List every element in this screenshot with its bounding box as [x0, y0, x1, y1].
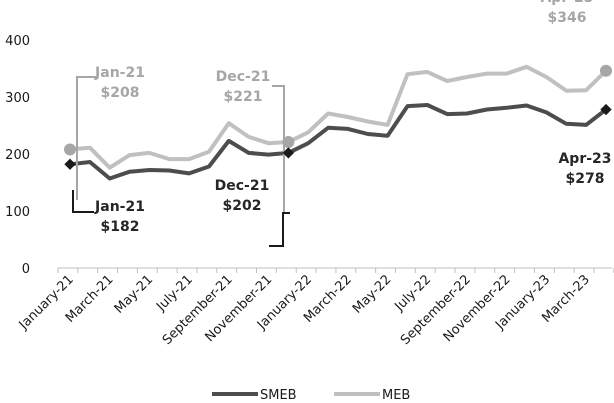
annotation-value: $221 — [224, 89, 263, 105]
series-line-meb — [68, 64, 608, 170]
annotation-date: Dec-21 — [215, 178, 270, 194]
annotation-marker — [282, 136, 295, 149]
x-tick-label: January-21 — [16, 272, 77, 333]
annotation-date: Apr-23 — [540, 0, 593, 6]
x-axis: January-21March-21May-21July-21September… — [16, 267, 614, 348]
annotation-value: $208 — [101, 85, 140, 101]
annotation-leader — [76, 76, 98, 200]
annotation-value: $346 — [548, 10, 587, 26]
annotation-date: Dec-21 — [216, 69, 271, 85]
legend: SMEB MEB — [212, 388, 410, 403]
annotation-value: $278 — [566, 171, 605, 187]
y-tick-label: 300 — [5, 91, 30, 106]
y-axis: 0 100 200 300 400 — [5, 34, 30, 277]
y-tick-label: 200 — [5, 148, 30, 163]
legend-label-smeb: SMEB — [260, 388, 297, 403]
annotation-value: $202 — [223, 198, 262, 214]
annotation-marker — [282, 147, 295, 159]
annotation-value: $182 — [101, 219, 140, 235]
y-tick-label: 0 — [22, 262, 30, 277]
annotation-date: Apr-23 — [558, 151, 611, 167]
annotation-date: Jan-21 — [94, 65, 145, 81]
annotation-marker — [64, 158, 76, 170]
y-tick-label: 400 — [5, 34, 30, 49]
x-tick-label: September-22 — [398, 272, 474, 348]
annotation-layer: Jan-21 $208 Jan-21 $182 Dec-21 $221 Dec-21 $202… — [64, 0, 612, 247]
legend-label-meb: MEB — [382, 388, 410, 403]
x-tick-label: September-21 — [160, 272, 236, 348]
series-line-smeb — [68, 103, 608, 181]
annotation-marker — [600, 64, 612, 77]
annotation-leader — [72, 190, 94, 213]
series-layer — [68, 64, 608, 181]
x-tick-label: May-21 — [112, 272, 156, 316]
y-tick-label: 100 — [5, 205, 30, 220]
annotation-date: Jan-21 — [94, 199, 145, 215]
annotation-leader — [269, 212, 290, 247]
annotation-leader — [272, 85, 285, 214]
annotation-marker — [64, 143, 76, 156]
x-tick-label: May-22 — [350, 272, 394, 316]
